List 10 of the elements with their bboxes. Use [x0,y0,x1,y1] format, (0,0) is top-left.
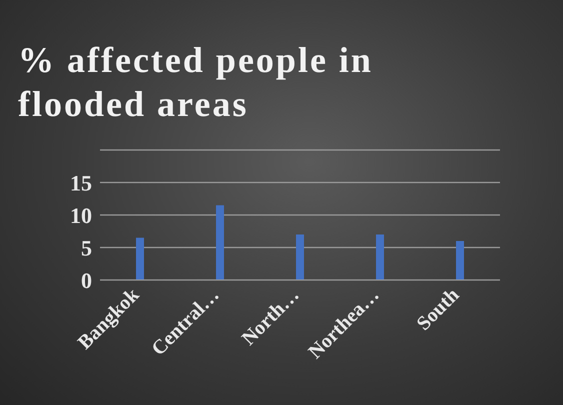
bar [456,241,464,280]
chart-title: % affected people in flooded areas [18,39,374,126]
bar [136,238,144,280]
bar [376,234,384,280]
bar [216,205,224,280]
y-tick-label: 15 [70,170,92,196]
y-tick-label: 0 [81,268,92,293]
bar [296,234,304,280]
y-tick-label: 5 [81,235,92,260]
y-tick-label: 10 [70,202,92,228]
